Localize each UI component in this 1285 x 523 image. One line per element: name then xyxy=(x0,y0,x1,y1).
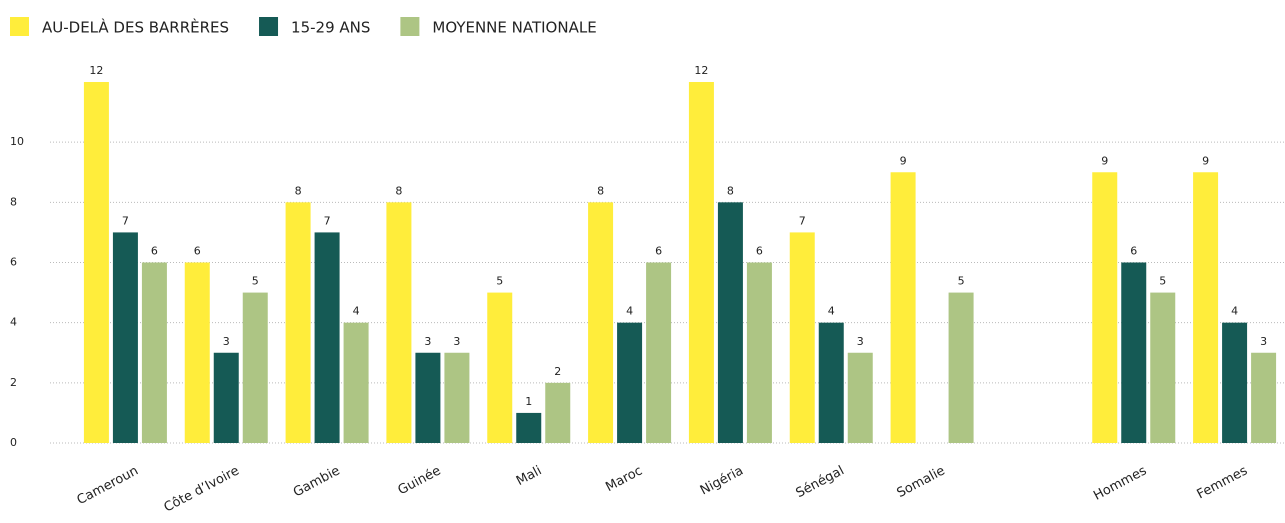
value-label: 5 xyxy=(252,275,259,288)
x-tick-label: Mali xyxy=(514,463,544,489)
bar xyxy=(314,232,340,443)
bar xyxy=(141,262,167,443)
x-tick-label: Guinée xyxy=(396,463,444,498)
value-label: 3 xyxy=(424,335,431,348)
bar xyxy=(285,202,311,443)
y-tick-label: 6 xyxy=(10,256,17,269)
bar xyxy=(1251,352,1277,443)
bar xyxy=(516,412,542,443)
x-tick-label: Somalie xyxy=(895,463,948,501)
legend-swatch xyxy=(400,17,420,36)
legend-label: 15-29 ANS xyxy=(291,19,370,37)
value-label: 3 xyxy=(857,335,864,348)
bar xyxy=(415,352,441,443)
bar xyxy=(847,352,873,443)
x-tick-label: Maroc xyxy=(603,463,645,495)
legend-swatch xyxy=(10,17,29,36)
value-label: 6 xyxy=(1130,245,1137,258)
value-label: 4 xyxy=(1231,305,1238,318)
x-tick-label: Gambie xyxy=(291,463,343,500)
bar xyxy=(487,292,513,443)
bar xyxy=(646,262,672,443)
y-tick-label: 10 xyxy=(10,135,24,148)
value-label: 7 xyxy=(122,214,129,227)
bar xyxy=(343,322,369,443)
value-label: 5 xyxy=(496,275,503,288)
legend-label: AU-DELÀ DES BARRÈRES xyxy=(42,18,229,37)
value-label: 6 xyxy=(756,245,763,258)
bar xyxy=(717,202,743,443)
value-label: 12 xyxy=(89,64,103,77)
value-label: 7 xyxy=(799,214,806,227)
value-label: 7 xyxy=(324,214,331,227)
y-tick-label: 2 xyxy=(10,376,17,389)
value-label: 4 xyxy=(353,305,360,318)
value-label: 8 xyxy=(727,184,734,197)
value-label: 6 xyxy=(151,245,158,258)
bar xyxy=(1121,262,1147,443)
legend-label: MOYENNE NATIONALE xyxy=(432,19,596,37)
bar xyxy=(112,232,138,443)
legend-swatch xyxy=(259,17,279,36)
bar xyxy=(545,382,571,443)
value-label: 12 xyxy=(694,64,708,77)
bar xyxy=(213,352,239,443)
value-label: 4 xyxy=(828,305,835,318)
value-label: 9 xyxy=(1202,154,1209,167)
bar xyxy=(890,172,916,443)
bar xyxy=(617,322,643,443)
value-label: 5 xyxy=(1159,275,1166,288)
x-tick-label: Hommes xyxy=(1091,463,1149,503)
bar xyxy=(818,322,844,443)
bar xyxy=(184,262,210,443)
bar xyxy=(588,202,614,443)
bar xyxy=(242,292,268,443)
bar xyxy=(386,202,412,443)
value-label: 4 xyxy=(626,305,633,318)
y-tick-label: 0 xyxy=(10,436,17,449)
y-tick-label: 8 xyxy=(10,195,17,208)
bar xyxy=(948,292,974,443)
value-label: 9 xyxy=(900,154,907,167)
x-tick-label: Cameroun xyxy=(75,463,141,508)
value-label: 3 xyxy=(223,335,230,348)
value-label: 3 xyxy=(1260,335,1267,348)
value-label: 8 xyxy=(597,184,604,197)
x-tick-label: Nigéria xyxy=(698,463,746,498)
bar xyxy=(746,262,772,443)
bar xyxy=(1092,172,1118,443)
bar xyxy=(789,232,815,443)
bar xyxy=(1150,292,1176,443)
value-label: 1 xyxy=(525,395,532,408)
value-label: 9 xyxy=(1101,154,1108,167)
bar xyxy=(1222,322,1248,443)
bar xyxy=(83,82,109,443)
value-label: 3 xyxy=(453,335,460,348)
y-tick-label: 4 xyxy=(10,316,17,329)
value-label: 2 xyxy=(554,365,561,378)
value-label: 6 xyxy=(194,245,201,258)
x-tick-label: Sénégal xyxy=(794,463,847,501)
value-label: 8 xyxy=(295,184,302,197)
value-label: 8 xyxy=(395,184,402,197)
bar xyxy=(1193,172,1219,443)
bar xyxy=(444,352,470,443)
x-tick-label: Femmes xyxy=(1195,463,1251,502)
bar xyxy=(688,82,714,443)
value-label: 5 xyxy=(958,275,965,288)
x-tick-label: Côte d’Ivoire xyxy=(162,463,242,515)
value-label: 6 xyxy=(655,245,662,258)
